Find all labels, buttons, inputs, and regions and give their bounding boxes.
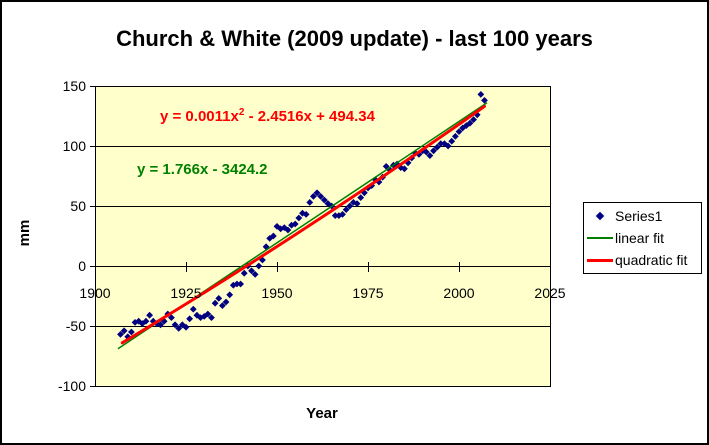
- scatter-point: [444, 142, 452, 150]
- line-icon: [584, 258, 615, 262]
- scatter-point: [204, 310, 212, 318]
- line-icon: [584, 237, 615, 239]
- y-axis-title: mm: [16, 219, 33, 247]
- legend-label-linear-fit: linear fit: [615, 230, 665, 246]
- scatter-point: [146, 311, 153, 319]
- plot-background: [95, 86, 551, 387]
- scatter-point: [219, 302, 226, 309]
- scatter-point: [448, 137, 456, 145]
- scatter-point: [306, 199, 314, 206]
- scatter-point: [240, 269, 248, 277]
- scatter-point: [215, 295, 223, 302]
- x-tick-label: 2025: [534, 285, 566, 301]
- scatter-point: [120, 327, 128, 335]
- quadratic-fit-line: [120, 104, 486, 345]
- y-tick-label: 100: [62, 138, 86, 154]
- scatter-point: [189, 305, 197, 313]
- scatter-point: [117, 331, 124, 338]
- diamond-icon: [584, 211, 615, 221]
- scatter-point: [422, 148, 430, 156]
- scatter-point: [208, 314, 215, 321]
- scatter-point: [259, 256, 266, 264]
- scatter-point: [350, 199, 357, 206]
- scatter-point: [441, 140, 448, 147]
- scatter-point: [335, 212, 343, 219]
- scatter-point: [430, 147, 437, 155]
- scatter-point: [353, 200, 361, 207]
- y-tick-label: -100: [57, 378, 86, 394]
- scatter-point: [168, 314, 175, 321]
- scatter-point: [160, 317, 168, 325]
- scatter-point: [157, 321, 164, 329]
- legend-label-series1: Series1: [615, 208, 663, 224]
- scatter-point: [302, 211, 310, 218]
- scatter-point: [320, 196, 328, 204]
- scatter-point: [186, 315, 194, 323]
- quadratic-equation-text: y = 0.0011x: [160, 108, 239, 125]
- x-tick-label: 1975: [352, 285, 384, 301]
- scatter-point: [477, 91, 485, 98]
- scatter-point: [269, 232, 277, 240]
- scatter-point: [273, 223, 281, 230]
- scatter-point: [339, 211, 346, 218]
- scatter-point: [473, 111, 481, 119]
- scatter-point: [171, 321, 179, 329]
- scatter-point: [295, 214, 303, 222]
- scatter-point: [466, 119, 474, 127]
- y-tick-label: 50: [70, 198, 86, 214]
- scatter-point: [288, 221, 295, 229]
- legend-item-series1: Series1: [584, 205, 701, 227]
- legend-label-quadratic-fit: quadratic fit: [615, 252, 688, 268]
- y-tick-label: -50: [65, 318, 86, 334]
- scatter-point: [233, 280, 241, 288]
- y-tick-label: 0: [78, 258, 86, 274]
- scatter-point: [481, 97, 488, 104]
- x-tick-label: 1900: [79, 285, 111, 301]
- quadratic-equation-tail: - 2.4516x + 494.34: [244, 108, 375, 125]
- scatter-point: [182, 323, 190, 331]
- x-tick-label: 2000: [443, 285, 475, 301]
- scatter-point: [310, 193, 317, 200]
- linear-equation-label: y = 1.766x - 3424.2: [137, 161, 268, 178]
- scatter-point: [128, 328, 135, 336]
- y-tick-label: 150: [62, 78, 86, 94]
- scatter-point: [331, 212, 339, 219]
- scatter-point: [248, 267, 255, 275]
- x-tick-label: 1925: [170, 285, 202, 301]
- scatter-point: [226, 291, 234, 299]
- legend: Series1 linear fit quadratic fit: [583, 202, 702, 274]
- scatter-point: [124, 333, 132, 341]
- x-tick-label: 1950: [261, 285, 293, 301]
- scatter-point: [313, 189, 321, 197]
- scatter-point: [251, 271, 259, 278]
- legend-item-linear-fit: linear fit: [584, 227, 701, 249]
- scatter-point: [357, 194, 365, 201]
- scatter-point: [342, 206, 350, 213]
- scatter-point: [451, 133, 459, 140]
- scatter-point: [255, 262, 263, 270]
- scatter-point: [284, 226, 292, 234]
- scatter-point: [211, 299, 219, 307]
- legend-item-quadratic-fit: quadratic fit: [584, 249, 701, 271]
- scatter-point: [222, 298, 230, 306]
- scatter-point: [175, 325, 183, 332]
- scatter-point: [433, 143, 441, 151]
- x-axis-title: Year: [306, 405, 338, 422]
- scatter-point: [470, 116, 477, 123]
- scatter-point: [437, 140, 445, 147]
- chart-title: Church & White (2009 update) - last 100 …: [116, 26, 593, 51]
- scatter-point: [291, 220, 299, 228]
- scatter-point: [426, 152, 434, 159]
- scatter-point: [401, 165, 408, 173]
- quadratic-equation-label: y = 0.0011x2 - 2.4516x + 494.34: [160, 107, 375, 125]
- scatter-point: [237, 280, 244, 288]
- scatter-point: [142, 317, 150, 325]
- scatter-point: [346, 202, 354, 210]
- scatter-point: [317, 193, 325, 200]
- scatter-point: [455, 128, 463, 135]
- quadratic-equation-exponent: 2: [238, 107, 245, 118]
- scatter-point: [393, 160, 401, 168]
